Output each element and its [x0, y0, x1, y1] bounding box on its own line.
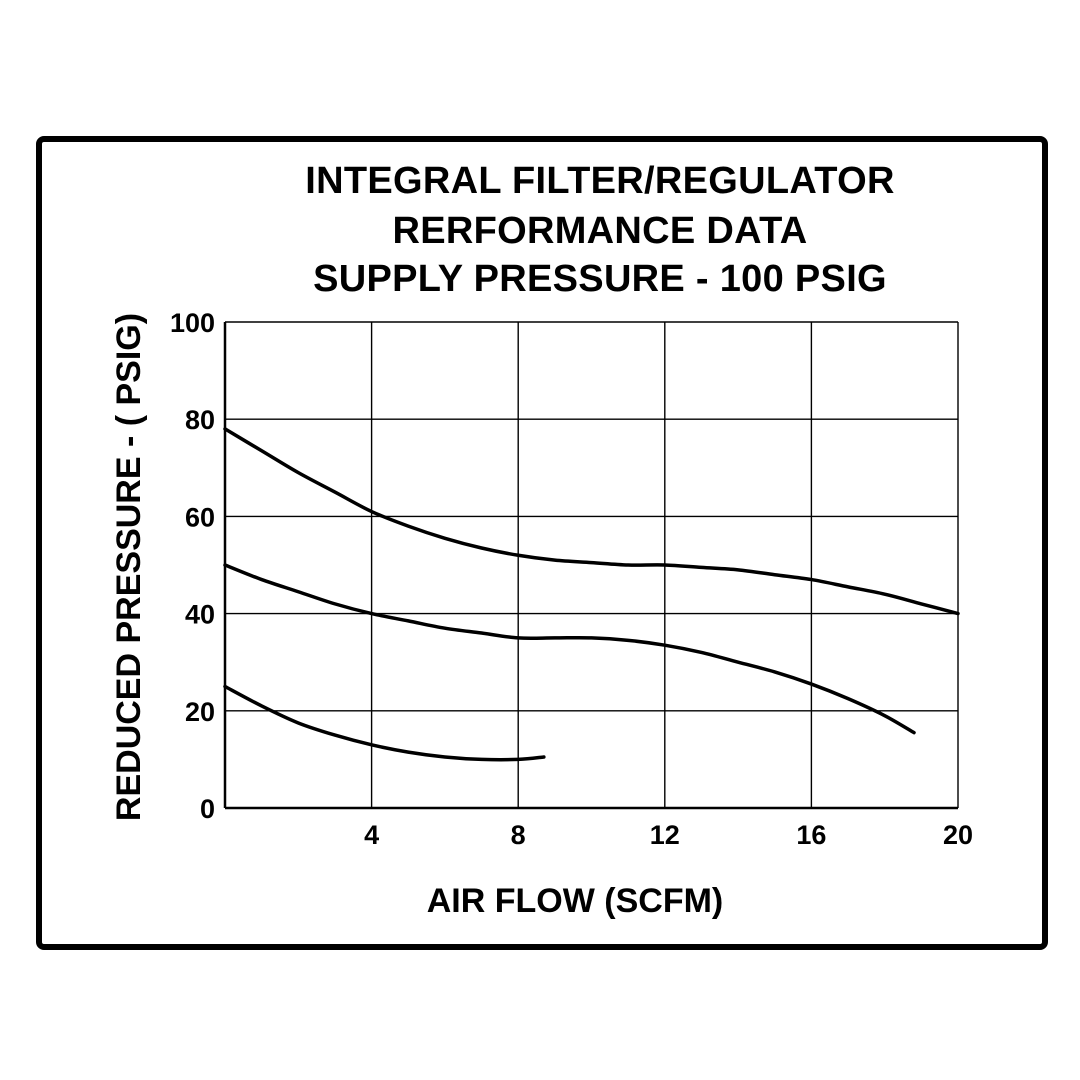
y-tick-label: 40	[185, 600, 215, 630]
x-axis-title: AIR FLOW (SCFM)	[427, 882, 724, 920]
chart-title-line-1: INTEGRAL FILTER/REGULATOR	[305, 160, 895, 202]
y-axis-title: REDUCED PRESSURE - ( PSIG)	[110, 313, 148, 821]
tick-labels: 4 8 12 16 20 0 20 40 60 80 100	[170, 308, 973, 850]
chart-title-line-2: RERFORMANCE DATA	[392, 210, 808, 252]
series-line-1	[223, 427, 960, 616]
x-tick-label: 4	[364, 820, 379, 850]
x-tick-label: 16	[796, 820, 826, 850]
y-tick-label: 60	[185, 502, 215, 532]
series-line-2	[223, 563, 916, 735]
y-tick-label: 20	[185, 697, 215, 727]
y-tick-label: 100	[170, 308, 215, 338]
series-layer	[223, 427, 960, 762]
x-tick-label: 20	[943, 820, 973, 850]
series-line-3	[223, 684, 546, 762]
y-tick-label: 80	[185, 405, 215, 435]
x-tick-label: 12	[650, 820, 680, 850]
y-tick-label: 0	[200, 794, 215, 824]
x-tick-label: 8	[511, 820, 526, 850]
chart-frame	[36, 136, 1048, 950]
chart-title-line-3: SUPPLY PRESSURE - 100 PSIG	[313, 258, 887, 300]
